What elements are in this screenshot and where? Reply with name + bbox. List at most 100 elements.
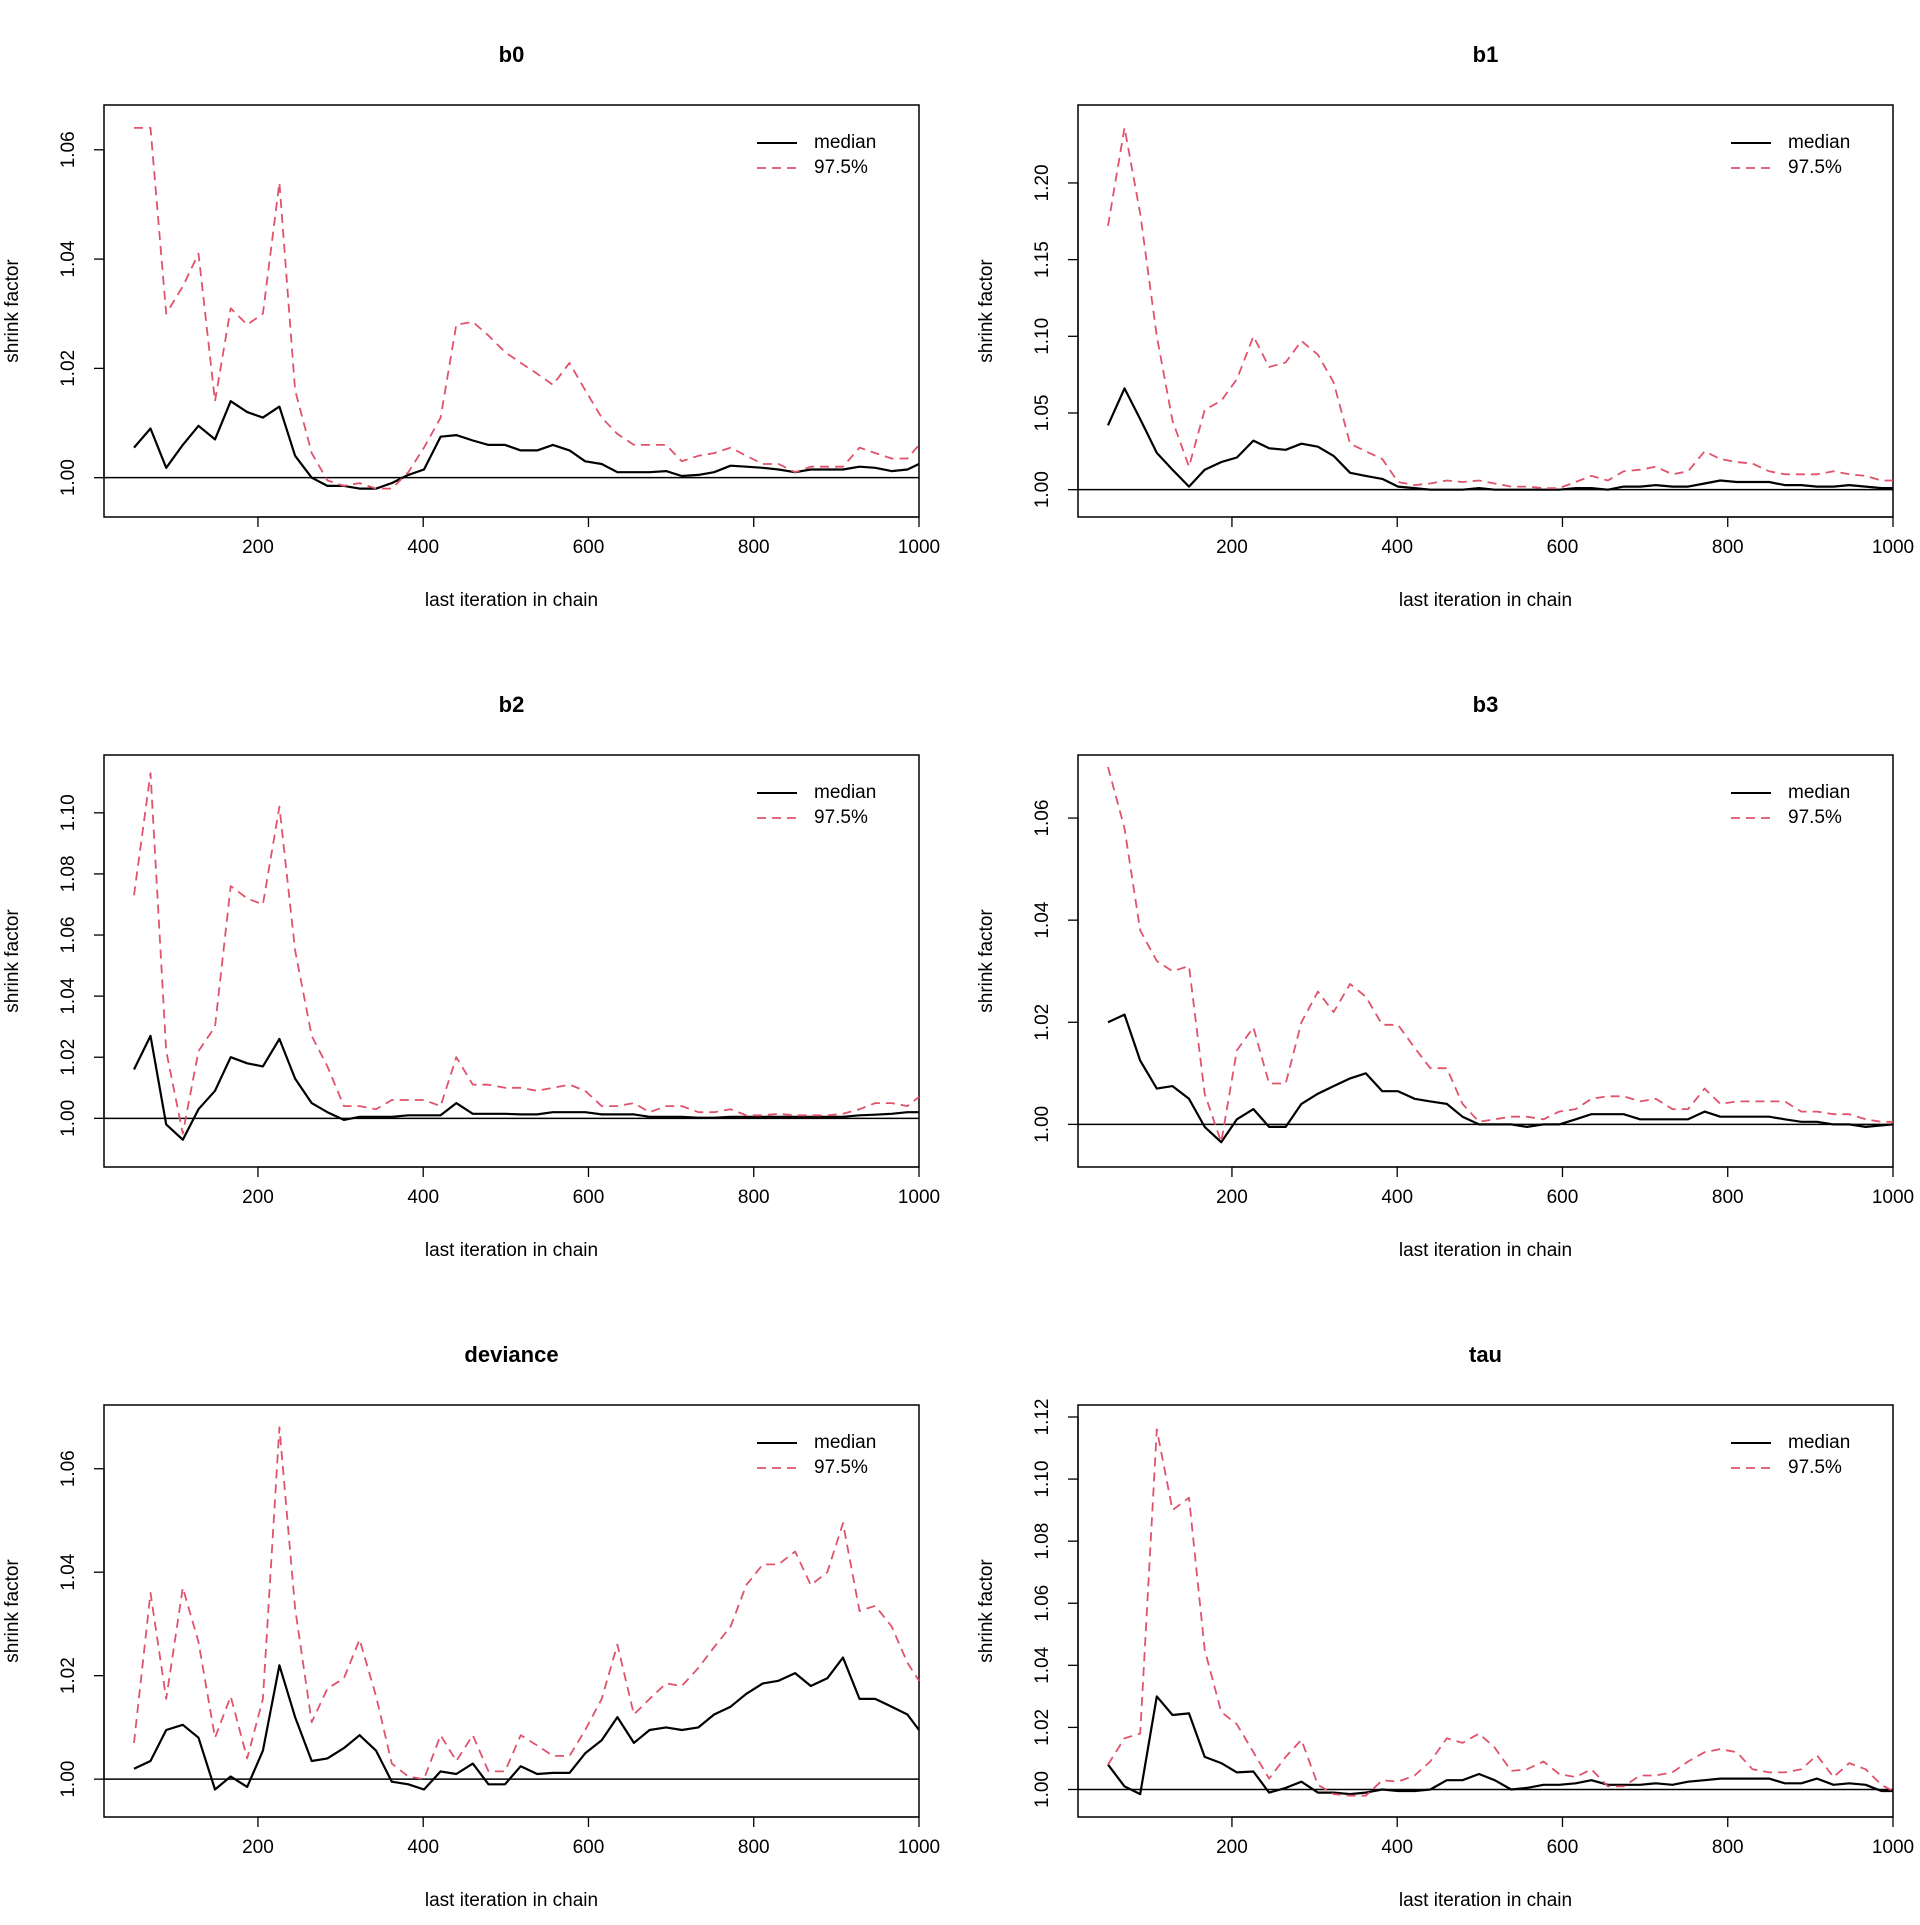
chart-title: b2 <box>499 692 525 717</box>
x-tick-label: 400 <box>1381 1187 1413 1208</box>
x-tick-label: 1000 <box>898 1187 940 1208</box>
y-tick-label: 1.10 <box>1032 318 1053 355</box>
y-tick-label: 1.10 <box>58 794 79 831</box>
y-axis-label: shrink factor <box>976 909 997 1013</box>
legend-label-97-5: 97.5% <box>814 1457 868 1478</box>
x-tick-label: 800 <box>1712 537 1744 558</box>
chart-panel-b1: b1 200 400 600 800 1000 last iteration in chai… <box>976 42 1914 611</box>
x-tick-label: 800 <box>738 1837 770 1858</box>
plot-frame <box>1077 754 1894 1168</box>
x-axis-label: last iteration in chain <box>425 1890 598 1911</box>
y-tick-label: 1.06 <box>1032 800 1053 837</box>
legend-label-median: median <box>814 782 876 803</box>
chart-panel-b0: b0 200 400 600 800 1000 last iteration in chai… <box>2 42 940 611</box>
x-tick-label: 200 <box>1216 537 1248 558</box>
x-tick-label: 1000 <box>1872 1837 1914 1858</box>
y-tick-label: 1.04 <box>1032 1646 1053 1683</box>
legend-label-median: median <box>814 1432 876 1453</box>
x-axis-label: last iteration in chain <box>425 1240 598 1261</box>
x-tick-label: 600 <box>1547 1837 1579 1858</box>
legend-label-97-5: 97.5% <box>814 157 868 178</box>
x-tick-label: 200 <box>1216 1187 1248 1208</box>
y-tick-label: 1.00 <box>58 459 79 496</box>
series-line-median <box>1107 1013 1894 1144</box>
y-tick-label: 1.00 <box>1032 471 1053 508</box>
y-tick-label: 1.08 <box>58 855 79 892</box>
plot-frame <box>103 104 920 518</box>
y-axis-label: shrink factor <box>2 259 23 363</box>
x-tick-label: 1000 <box>898 537 940 558</box>
legend-label-median: median <box>1788 782 1850 803</box>
y-axis-label: shrink factor <box>976 259 997 363</box>
x-tick-label: 400 <box>407 537 439 558</box>
series-line-median <box>133 1034 919 1141</box>
y-tick-label: 1.02 <box>1032 1709 1053 1746</box>
y-axis-label: shrink factor <box>976 1559 997 1663</box>
legend-label-97-5: 97.5% <box>1788 807 1842 828</box>
plot-frame <box>1077 1404 1894 1818</box>
chart-panel-b2: b2 200 400 600 800 1000 last iteration in chai… <box>2 692 940 1261</box>
y-tick-label: 1.06 <box>58 1450 79 1487</box>
y-tick-label: 1.20 <box>1032 164 1053 201</box>
x-axis-label: last iteration in chain <box>1399 1240 1572 1261</box>
series-line-97-5 <box>133 1426 920 1780</box>
y-tick-label: 1.08 <box>1032 1523 1053 1560</box>
y-tick-label: 1.00 <box>58 1100 79 1137</box>
legend-label-median: median <box>814 132 876 153</box>
x-tick-label: 800 <box>738 537 770 558</box>
x-tick-label: 600 <box>1547 1187 1579 1208</box>
x-tick-label: 400 <box>407 1187 439 1208</box>
y-tick-label: 1.06 <box>58 917 79 954</box>
y-tick-label: 1.06 <box>1032 1585 1053 1622</box>
y-tick-label: 1.04 <box>1032 901 1053 938</box>
x-tick-label: 200 <box>242 537 274 558</box>
y-tick-label: 1.00 <box>58 1761 79 1798</box>
x-tick-label: 400 <box>1381 537 1413 558</box>
y-tick-label: 1.02 <box>58 350 79 387</box>
y-tick-label: 1.02 <box>1032 1004 1053 1041</box>
x-tick-label: 1000 <box>898 1837 940 1858</box>
x-tick-label: 600 <box>1547 537 1579 558</box>
x-tick-label: 600 <box>573 1187 605 1208</box>
x-axis-label: last iteration in chain <box>425 590 598 611</box>
y-tick-label: 1.00 <box>1032 1771 1053 1808</box>
y-tick-label: 1.10 <box>1032 1461 1053 1498</box>
x-tick-label: 1000 <box>1872 537 1914 558</box>
y-tick-label: 1.00 <box>1032 1106 1053 1143</box>
plot-frame <box>103 1404 920 1818</box>
chart-panel-b3: b3 200 400 600 800 1000 last iteration in chai… <box>976 692 1914 1261</box>
series-line-97-5 <box>133 772 920 1135</box>
legend-label-median: median <box>1788 132 1850 153</box>
series-line-97-5 <box>134 127 920 490</box>
x-tick-label: 600 <box>573 1837 605 1858</box>
chart-title: tau <box>1469 1342 1502 1367</box>
legend-label-97-5: 97.5% <box>1788 1457 1842 1478</box>
x-tick-label: 600 <box>573 537 605 558</box>
y-tick-label: 1.06 <box>58 131 79 168</box>
x-tick-label: 1000 <box>1872 1187 1914 1208</box>
y-tick-label: 1.12 <box>1032 1399 1053 1436</box>
y-tick-label: 1.05 <box>1032 394 1053 431</box>
chart-panel-tau: tau 200 400 600 800 1000 last iteration in cha… <box>976 1342 1914 1911</box>
y-tick-label: 1.04 <box>58 240 79 277</box>
x-tick-label: 800 <box>1712 1187 1744 1208</box>
x-tick-label: 400 <box>407 1837 439 1858</box>
y-axis-label: shrink factor <box>2 909 23 1013</box>
chart-title: b3 <box>1473 692 1499 717</box>
series-line-median <box>1106 387 1893 491</box>
plot-frame <box>103 754 920 1168</box>
x-tick-label: 400 <box>1381 1837 1413 1858</box>
chart-panel-deviance: deviance 200 400 600 800 1000 last iteration i… <box>2 1342 940 1911</box>
legend-label-97-5: 97.5% <box>1788 157 1842 178</box>
x-axis-label: last iteration in chain <box>1399 590 1572 611</box>
x-tick-label: 800 <box>738 1187 770 1208</box>
y-tick-label: 1.04 <box>58 1553 79 1590</box>
series-line-97-5 <box>1107 1428 1894 1797</box>
series-line-97-5 <box>1107 766 1893 1144</box>
series-line-median <box>1107 1695 1893 1796</box>
y-axis-label: shrink factor <box>2 1559 23 1663</box>
plot-frame <box>1077 104 1894 518</box>
x-tick-label: 200 <box>242 1187 274 1208</box>
